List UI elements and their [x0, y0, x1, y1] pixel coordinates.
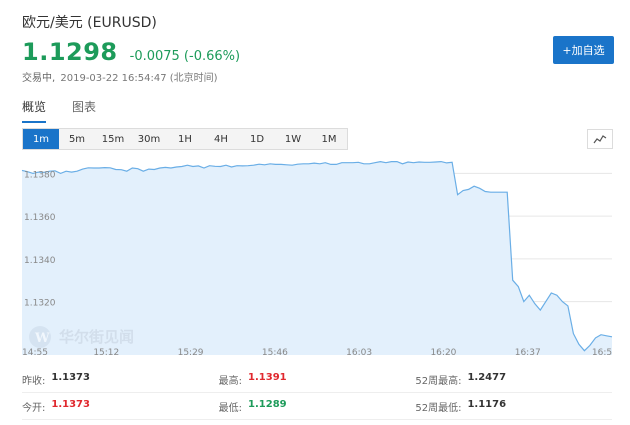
watermark-logo-icon — [29, 326, 51, 348]
stat-value: 1.1289 — [248, 398, 287, 410]
period-1h[interactable]: 1H — [178, 133, 192, 145]
period-30m[interactable]: 30m — [137, 133, 161, 145]
x-tick-label: 14:55 — [22, 348, 48, 358]
y-axis-ticks: 1.1380 1.1360 1.1340 1.1320 — [24, 170, 56, 308]
stat-high: 最高: 1.1391 — [219, 372, 416, 387]
stat-52w-high: 52周最高: 1.2477 — [415, 372, 612, 387]
stat-open: 今开: 1.1373 — [22, 399, 219, 414]
stats-row: 昨收: 1.1373 最高: 1.1391 52周最高: 1.2477 — [22, 366, 612, 393]
x-tick-label: 16:5 — [592, 348, 612, 358]
stat-value: 1.2477 — [467, 371, 507, 383]
period-15m[interactable]: 15m — [101, 133, 125, 145]
tab-overview[interactable]: 概览 — [22, 98, 47, 123]
stat-value: 1.1391 — [248, 371, 287, 383]
instrument-title: 欧元/美元 (EURUSD) — [22, 15, 157, 31]
stat-label: 52周最低: — [415, 402, 462, 414]
stat-52w-low: 52周最低: 1.1176 — [415, 399, 612, 414]
svg-text:W: W — [34, 331, 50, 346]
period-1mo[interactable]: 1M — [321, 133, 337, 145]
stat-value: 1.1373 — [51, 398, 90, 410]
period-1m[interactable]: 1m — [23, 129, 59, 149]
timestamp: 2019-03-22 16:54:47 (北京时间) — [60, 73, 218, 84]
price-change: -0.0075 (-0.66%) — [129, 49, 241, 64]
watermark-text: 华尔街见闻 — [59, 328, 134, 346]
stats-table: 昨收: 1.1373 最高: 1.1391 52周最高: 1.2477 今开: … — [22, 366, 612, 420]
add-watchlist-button[interactable]: +加自选 — [553, 36, 614, 64]
x-axis-ticks: 14:55 15:12 15:29 15:46 16:03 16:20 16:37 16:5 — [22, 348, 612, 358]
stat-label: 52周最高: — [415, 375, 462, 387]
price-line — [21, 160, 613, 352]
price-chart[interactable]: 1.1380 1.1360 1.1340 1.1320 14:55 15:12 15:29… — [0, 150, 630, 360]
x-tick-label: 15:12 — [93, 348, 119, 358]
y-tick-label: 1.1320 — [24, 299, 56, 309]
stat-prev-close: 昨收: 1.1373 — [22, 372, 219, 387]
y-tick-label: 1.1380 — [24, 170, 56, 180]
stat-label: 今开: — [22, 402, 46, 414]
trading-status: 交易中, 2019-03-22 16:54:47 (北京时间) — [22, 69, 220, 84]
current-price: 1.1298 — [22, 38, 118, 66]
stat-label: 最高: — [218, 375, 243, 387]
y-tick-label: 1.1340 — [24, 256, 56, 266]
stat-label: 昨收: — [22, 375, 46, 387]
stat-value: 1.1373 — [51, 371, 90, 383]
stat-label: 最低: — [218, 402, 243, 414]
x-tick-label: 15:46 — [262, 348, 288, 358]
tab-chart[interactable]: 图表 — [72, 100, 97, 114]
line-chart-icon — [593, 135, 607, 144]
status-text: 交易中, — [22, 73, 56, 84]
price-area — [22, 161, 612, 355]
period-selector: 1m 5m 15m 30m 1H 4H 1D 1W 1M — [22, 128, 348, 150]
price-row: 1.1298 -0.0075 (-0.66%) — [22, 38, 240, 66]
stat-low: 最低: 1.1289 — [219, 399, 416, 414]
view-tabs: 概览 图表 — [22, 98, 122, 123]
chart-type-button[interactable] — [587, 129, 613, 149]
period-1w[interactable]: 1W — [284, 133, 302, 145]
period-5m[interactable]: 5m — [68, 133, 86, 145]
period-1d[interactable]: 1D — [249, 133, 265, 145]
x-tick-label: 16:03 — [346, 348, 372, 358]
x-tick-label: 15:29 — [178, 348, 204, 358]
y-tick-label: 1.1360 — [24, 213, 56, 223]
watermark: W 华尔街见闻 — [29, 326, 134, 348]
x-tick-label: 16:37 — [515, 348, 541, 358]
x-tick-label: 16:20 — [430, 348, 456, 358]
stat-value: 1.1176 — [467, 398, 507, 410]
period-4h[interactable]: 4H — [214, 133, 228, 145]
stats-row: 今开: 1.1373 最低: 1.1289 52周最低: 1.1176 — [22, 393, 612, 420]
